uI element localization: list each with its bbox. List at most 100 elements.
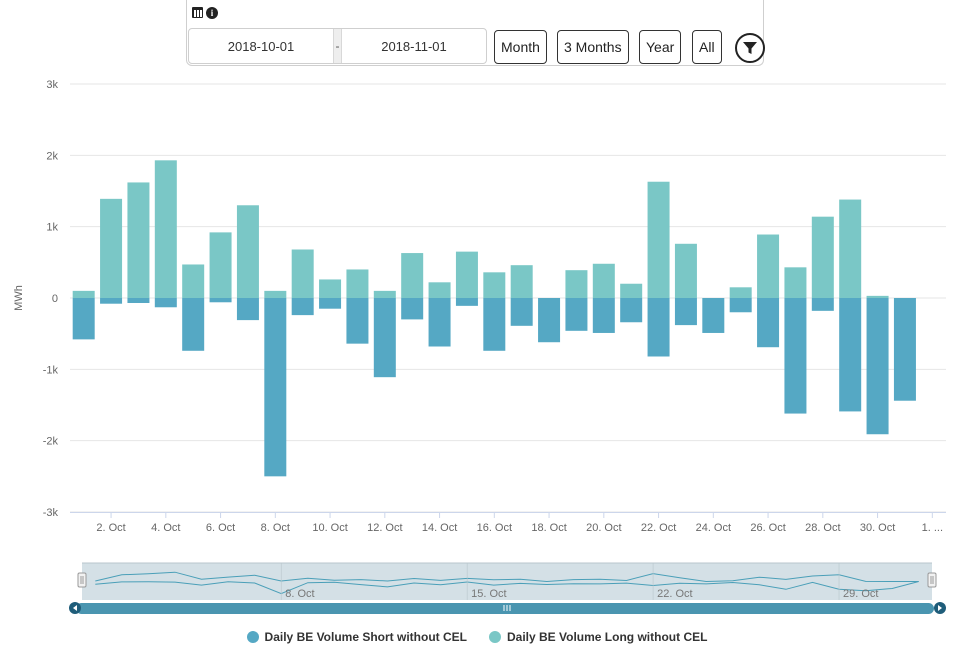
bar-short [127,298,150,303]
info-icon[interactable]: i [206,7,218,19]
bar-long [784,267,807,298]
bar-long [510,265,533,298]
bar-long [428,282,451,298]
bar-short [811,298,834,311]
bar-short [757,298,780,348]
bar-short [154,298,177,308]
bar-long [620,283,643,298]
filter-icon[interactable] [735,33,765,63]
bar-short [291,298,314,316]
range-all-button[interactable]: All [692,30,722,64]
legend-label-short: Daily BE Volume Short without CEL [264,630,467,644]
bar-short [510,298,533,326]
y-tick-label: 2k [46,150,58,162]
y-tick-label: 1k [46,222,58,234]
bar-long [757,234,780,298]
range-month-button[interactable]: Month [494,30,547,64]
y-tick-label: 3k [46,79,58,91]
bar-long [319,279,342,298]
bar-short [538,298,561,343]
range-year-button[interactable]: Year [639,30,682,64]
bar-long [729,287,752,298]
bar-short [182,298,205,351]
bar-long [72,290,95,298]
bar-short [620,298,643,323]
navigator-mask [82,563,932,600]
scrollbar-track[interactable] [76,603,934,614]
x-tick-label: 18. Oct [531,522,566,534]
bar-long [401,253,424,298]
bar-short [236,298,259,321]
navigator-tick-label: 15. Oct [471,588,506,600]
bar-short [729,298,752,313]
bar-long [565,270,588,298]
bar-short [702,298,725,333]
toolbar-icons: i [192,7,218,19]
bar-short [866,298,889,435]
bar-short [264,298,287,477]
bar-short [209,298,232,303]
scrollbar-grip-icon [503,605,511,611]
bar-short [319,298,342,309]
bar-long [127,182,150,298]
bar-long [483,272,506,298]
bar-long [647,181,670,298]
bar-long [839,199,862,298]
bar-long [674,243,697,298]
navigator-line-long [95,571,919,583]
x-tick-label: 24. Oct [696,522,731,534]
bar-short [483,298,506,351]
y-tick-label: 0 [52,293,58,305]
bar-short [373,298,396,378]
bar-long [455,251,478,298]
y-tick-label: -2k [43,436,59,448]
navigator-tick-label: 29. Oct [843,588,878,600]
bar-short [647,298,670,357]
x-tick-label: 10. Oct [312,522,347,534]
bar-long [346,269,369,298]
date-separator: - [333,29,342,63]
date-from-input[interactable] [189,29,333,63]
bar-short [565,298,588,331]
scrollbar-right-arrow-icon [938,605,942,611]
bar-long [182,264,205,298]
bar-long [866,295,889,298]
x-tick-label: 20. Oct [586,522,621,534]
bar-long [209,232,232,298]
y-axis-label: MWh [13,285,25,311]
range-3-months-button[interactable]: 3 Months [557,30,629,64]
bar-long [811,216,834,298]
scrollbar-left-arrow-icon [73,605,77,611]
navigator-handle-left[interactable] [77,572,87,588]
bar-long [236,205,259,298]
y-tick-label: -3k [43,507,59,519]
calendar-icon[interactable] [192,7,203,18]
bar-short [455,298,478,306]
bar-short [72,298,95,340]
navigator-handle-right[interactable] [927,572,937,588]
bar-short [592,298,615,333]
legend: Daily BE Volume Short without CEL Daily … [0,630,954,644]
bar-long [373,290,396,298]
x-tick-label: 8. Oct [261,522,290,534]
bar-long [100,198,123,298]
navigator-tick-label: 8. Oct [285,588,314,600]
legend-item-short[interactable]: Daily BE Volume Short without CEL [246,630,467,644]
x-tick-label: 16. Oct [477,522,512,534]
legend-label-long: Daily BE Volume Long without CEL [507,630,708,644]
bar-short [346,298,369,344]
x-tick-label: 2. Oct [96,522,125,534]
x-tick-label: 30. Oct [860,522,895,534]
date-to-input[interactable] [342,29,486,63]
bar-short [401,298,424,320]
date-range-inputs: - [188,28,487,64]
date-range-toolbar: i - Month 3 Months Year All [186,0,765,66]
x-tick-label: 12. Oct [367,522,402,534]
legend-item-long[interactable]: Daily BE Volume Long without CEL [489,630,707,644]
bar-short [428,298,451,347]
bar-short [839,298,862,412]
bar-short [100,298,123,304]
x-tick-label: 26. Oct [750,522,785,534]
bar-short [893,298,916,401]
legend-marker-long [489,631,501,643]
